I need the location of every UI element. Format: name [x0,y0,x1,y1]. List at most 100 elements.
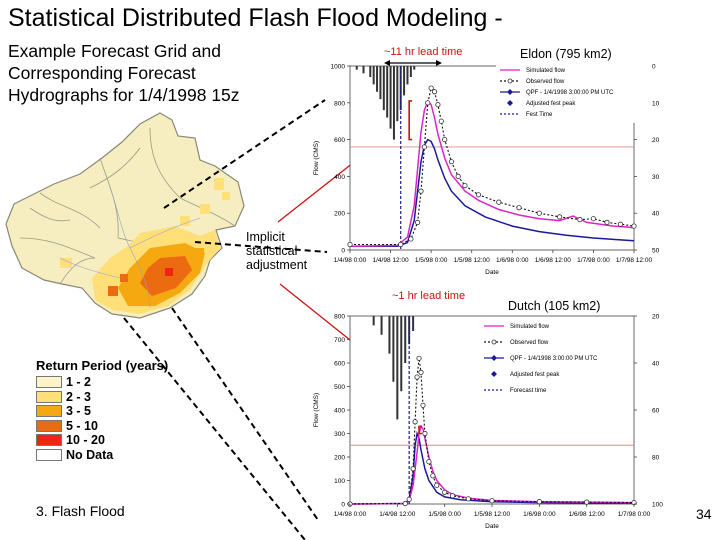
slide-footer: 3. Flash Flood [36,503,125,519]
observed-point [462,183,468,189]
observed-point [412,419,418,425]
chart-legend: Simulated flow Observed flow QPF - 1/4/199… [480,320,630,404]
x-tick-label: 1/6/98 12:00 [535,257,572,264]
legend-marker [491,371,497,377]
legend-item: 5 - 10 [36,419,186,434]
x-tick-label: 1/4/98 0:00 [334,257,367,264]
legend-label: 10 - 20 [66,433,105,448]
y-tick-label: 100 [334,478,345,485]
x-tick-label: 1/7/98 0:00 [618,511,651,518]
y2-tick-label: 40 [652,361,660,368]
observed-point [584,499,590,505]
legend-item: 10 - 20 [36,433,186,448]
subtitle-line: Hydrographs for 1/4/1998 15z [8,85,240,105]
page-number: 34 [696,506,712,522]
y2-tick-label: 30 [652,174,660,181]
y-tick-label: 400 [334,408,345,415]
legend-item: 1 - 2 [36,375,186,390]
observed-point [475,192,482,198]
observed-series-line [349,358,635,505]
x-tick-label: 1/4/98 0:00 [334,511,367,518]
x-tick-label: 1/4/98 12:00 [372,257,409,264]
observed-point [428,85,434,91]
return-period-cells [60,178,230,314]
y2-tick-label: 80 [652,455,660,462]
observed-point [431,89,438,95]
observed-point [448,159,455,165]
legend-entry: Forecast time [510,388,547,394]
legend-swatch [36,405,62,418]
observed-point [496,199,502,205]
x-tick-label: 1/5/98 0:00 [428,511,461,518]
observed-point [434,482,440,488]
observed-point [617,221,624,227]
observed-point [425,100,431,106]
qpf-series-line [350,138,635,248]
simulated-series-line [349,99,635,248]
observed-point [465,496,471,502]
legend-swatch [36,390,62,403]
legend-marker [507,100,513,106]
chart-legend: Simulated flow Observed flow QPF - 1/4/199… [496,64,646,123]
gauge-title-dutch: Dutch (105 km2) [508,299,601,313]
observed-point [414,374,420,380]
dashed-connector [194,241,328,253]
y2-tick-label: 50 [652,248,660,255]
lead-time-arrow-eldon [384,60,442,66]
x-tick-label: 1/5/98 0:00 [415,257,448,264]
dashed-connector [163,99,326,209]
legend-bg [496,64,646,123]
legend-bg [480,320,630,404]
legend-item: 2 - 3 [36,390,186,405]
y-tick-label: 600 [334,361,345,368]
observed-point [415,219,421,225]
y-tick-label: 200 [334,211,345,218]
x-tick-label: 1/7/98 12:00 [616,257,653,264]
legend-swatch [36,448,62,461]
observed-point [449,493,456,499]
y-tick-label: 800 [334,314,345,321]
adjusted-peak-bracket [408,100,413,141]
observed-point [420,402,426,408]
x-tick-label: 1/5/98 12:00 [454,257,491,264]
legend-entry: Observed flow [510,340,549,346]
hydrograph-eldon: 0 200 400 600 800 1000 0 10 20 30 40 50 1/4/98 0:00 1… [313,64,660,277]
legend-label: 1 - 2 [66,375,92,390]
y2-tick-label: 40 [652,211,660,218]
observed-point [438,118,444,124]
legend-marker [491,355,497,361]
observed-point [418,188,424,194]
observed-point [557,214,563,220]
y-tick-label: 400 [334,174,345,181]
hydrograph-dutch: 0 100 200 300 400 500 600 700 800 20 40 60 80 100 1/4/… [313,314,663,531]
x-tick-label: 1/6/98 0:00 [496,257,529,264]
y-tick-label: 300 [334,431,345,438]
observed-point [455,173,461,180]
observed-point [489,498,495,504]
x-tick-label: 1/4/98 12:00 [379,511,416,518]
observed-point [536,499,542,505]
observed-point [590,216,597,222]
y2-tick-label: 60 [652,408,660,415]
legend-entry: Simulated flow [526,68,566,74]
x-tick-label: 1/7/98 0:00 [577,257,610,264]
dashed-connectors [123,99,328,540]
dashed-connector [171,307,319,521]
y-axis-label: Flow (CMS) [313,393,320,427]
slide-title: Statistical Distributed Flash Flood Mode… [8,4,503,32]
stream-network [59,187,201,309]
y-tick-label: 600 [334,137,345,144]
legend-entry: Observed flow [526,79,565,85]
observed-point [402,500,408,507]
implicit-adjustment-label: Implicit statistical adjustment [246,230,308,272]
forecast-grid-map [5,112,245,319]
legend-label: No Data [66,447,114,462]
y-tick-label: 200 [334,455,345,462]
observed-point [347,241,353,248]
return-period-legend: Return Period (years) 1 - 2 2 - 3 3 - 5 … [36,358,186,462]
legend-marker [507,78,513,84]
observed-point [410,466,416,472]
observed-point [631,223,637,229]
y2-tick-label: 100 [652,502,663,509]
x-axis-label: Date [485,269,499,276]
